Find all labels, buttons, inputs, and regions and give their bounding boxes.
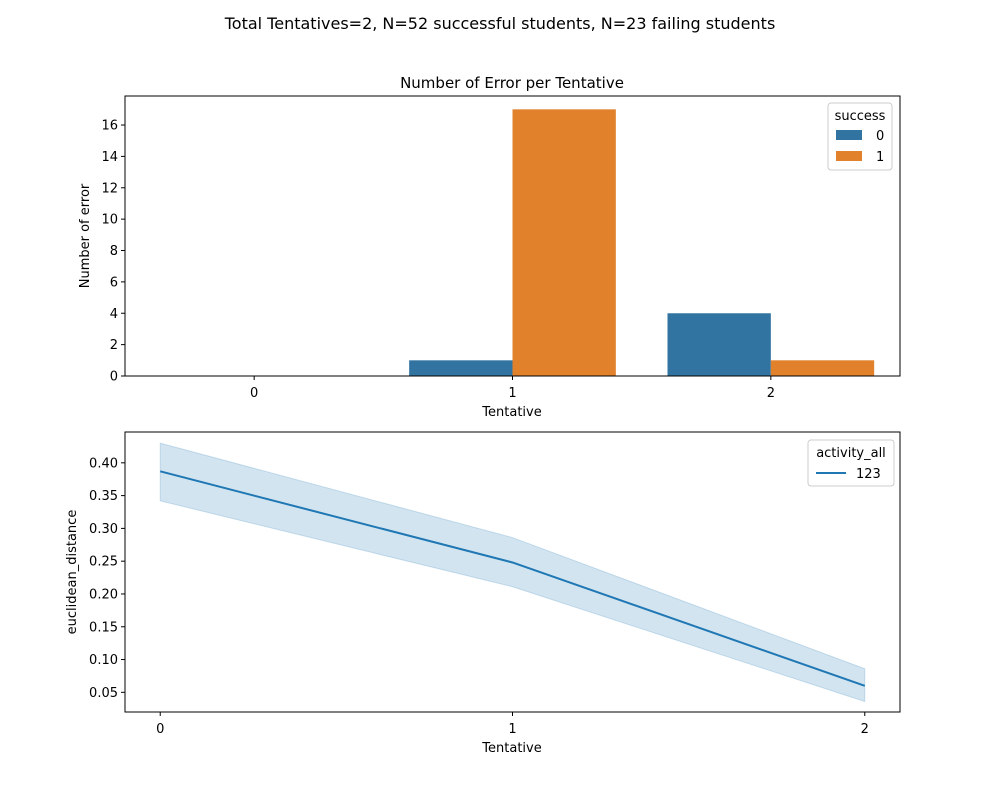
bar-chart-title: Number of Error per Tentative (400, 74, 624, 92)
line-chart-legend-title: activity_all (816, 446, 886, 461)
bar-success-1-tentative-1 (512, 109, 616, 376)
y-tick-label: 0.15 (89, 620, 118, 635)
x-tick-label: 2 (861, 722, 869, 737)
y-tick-label: 0.05 (89, 686, 118, 701)
line-chart-y-axis: 0.05 0.10 0.15 0.20 0.25 0.30 0.35 0.40 (89, 456, 125, 701)
y-tick-label: 12 (101, 181, 118, 196)
line-chart: 0.05 0.10 0.15 0.20 0.25 0.30 0.35 0.40 0 1 2 Ten… (65, 431, 901, 756)
y-tick-label: 4 (110, 307, 118, 322)
bar-chart-x-label: Tentative (481, 405, 541, 420)
bar-chart-frame (124, 95, 901, 377)
line-chart-x-label: Tentative (481, 741, 541, 756)
bar-chart-legend: success 0 1 (827, 102, 893, 171)
bar-success-0-tentative-1 (409, 360, 513, 376)
y-tick-label: 2 (110, 338, 118, 353)
bar-chart-y-axis: 0 2 4 6 8 10 12 14 16 (101, 119, 125, 385)
y-tick-label: 6 (110, 275, 118, 290)
legend-label-activity-123: 123 (856, 467, 881, 482)
bar-success-1-tentative-2 (770, 360, 875, 376)
line-chart-x-axis: 0 1 2 (156, 712, 869, 737)
figure-suptitle: Total Tentatives=2, N=52 successful stud… (224, 14, 776, 33)
y-tick-label: 0.35 (89, 489, 118, 504)
y-tick-label: 0.30 (89, 522, 118, 537)
bar-chart-y-label: Number of error (78, 183, 93, 288)
bar-chart: Number of Error per Tentative 0246810121… (78, 74, 901, 420)
y-tick-label: 0.20 (89, 587, 118, 602)
y-tick-label: 14 (101, 150, 118, 165)
legend-swatch-success-0 (836, 130, 862, 140)
line-chart-y-label: euclidean_distance (65, 510, 80, 635)
bar-chart-legend-title: success (835, 109, 886, 124)
x-tick-label: 0 (156, 722, 164, 737)
x-tick-label: 1 (508, 386, 516, 401)
line-chart-legend-box (807, 439, 895, 487)
line-chart-frame (124, 431, 901, 713)
x-tick-label: 2 (767, 386, 775, 401)
y-tick-label: 0.10 (89, 653, 118, 668)
y-tick-label: 0.40 (89, 456, 118, 471)
legend-label-success-1: 1 (876, 150, 884, 165)
legend-swatch-success-1 (836, 151, 862, 161)
legend-label-success-0: 0 (876, 129, 884, 144)
y-tick-label: 8 (110, 244, 118, 259)
y-tick-label: 0 (110, 370, 118, 385)
line-chart-confidence-band (159, 442, 866, 703)
line-chart-series-line (159, 470, 866, 687)
x-tick-label: 0 (250, 386, 258, 401)
bar-chart-bars (409, 109, 875, 376)
x-tick-label: 1 (508, 722, 516, 737)
y-tick-label: 0.25 (89, 555, 118, 570)
y-tick-label: 16 (101, 119, 118, 134)
bar-chart-x-axis: 0 1 2 (250, 376, 775, 401)
bar-success-0-tentative-2 (667, 313, 771, 376)
y-tick-label: 10 (101, 213, 118, 228)
line-chart-legend: activity_all 123 (807, 439, 895, 487)
